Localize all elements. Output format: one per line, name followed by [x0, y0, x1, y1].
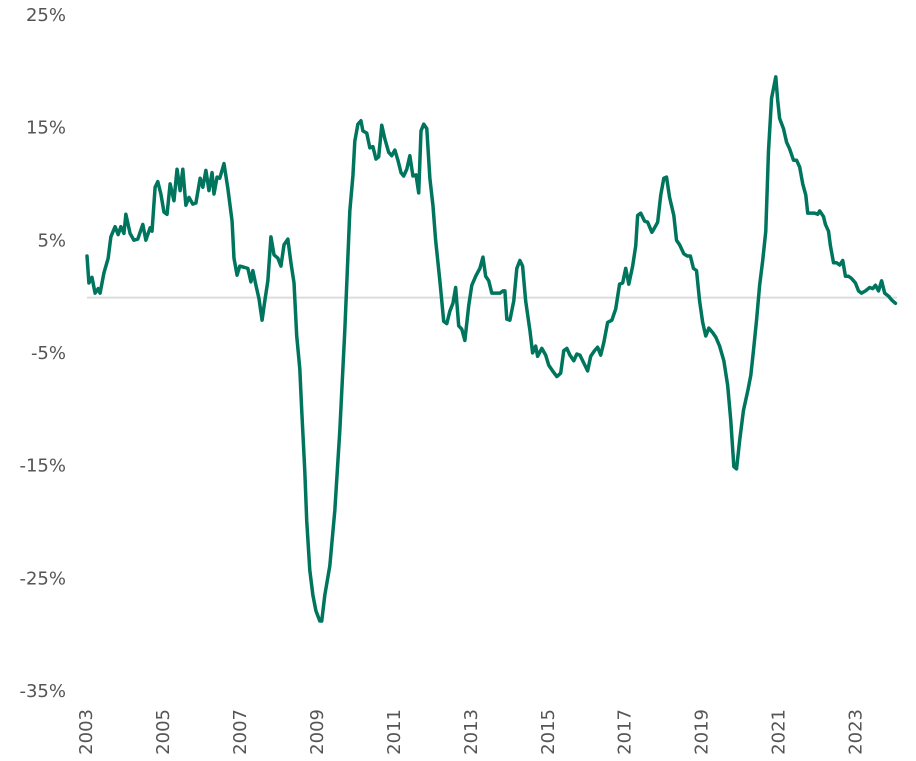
x-tick-label: 2009 — [307, 709, 328, 755]
y-tick-label: -25% — [19, 568, 66, 589]
y-tick-label: 25% — [26, 5, 66, 26]
x-tick-label: 2007 — [230, 709, 251, 755]
x-tick-label: 2017 — [615, 709, 636, 755]
y-tick-label: 15% — [26, 118, 66, 139]
x-tick-label: 2005 — [153, 709, 174, 755]
y-tick-label: -35% — [19, 681, 66, 702]
x-tick-label: 2023 — [846, 709, 867, 755]
x-tick-label: 2021 — [769, 709, 790, 755]
x-tick-label: 2011 — [384, 709, 405, 755]
x-tick-label: 2013 — [461, 709, 482, 755]
y-tick-label: -15% — [19, 456, 66, 477]
y-tick-label: -5% — [31, 343, 66, 364]
x-tick-label: 2003 — [76, 709, 97, 755]
y-tick-label: 5% — [37, 230, 66, 251]
x-tick-label: 2015 — [538, 709, 559, 755]
x-tick-label: 2019 — [692, 709, 713, 755]
data-line — [85, 75, 898, 623]
